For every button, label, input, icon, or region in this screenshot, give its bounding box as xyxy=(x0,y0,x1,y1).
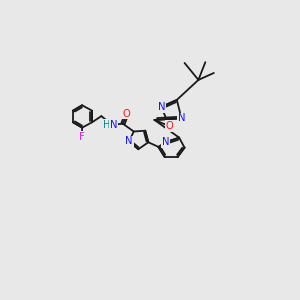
Text: N: N xyxy=(178,113,185,123)
Text: F: F xyxy=(79,132,85,142)
Text: N: N xyxy=(110,119,118,130)
Text: H: H xyxy=(103,119,111,130)
Text: N: N xyxy=(158,102,165,112)
Text: O: O xyxy=(123,109,131,119)
Text: O: O xyxy=(165,121,173,131)
Text: N: N xyxy=(162,137,169,147)
Text: N: N xyxy=(125,136,133,146)
